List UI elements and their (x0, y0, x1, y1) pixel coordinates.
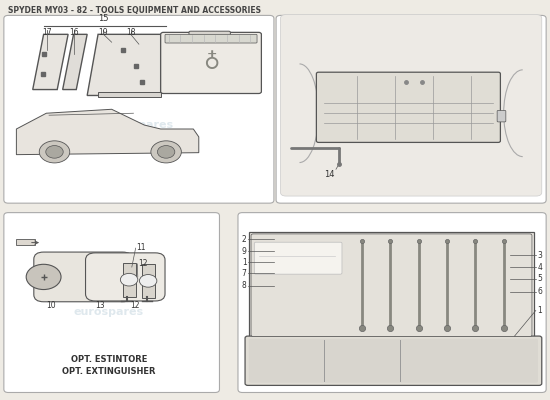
Polygon shape (123, 263, 136, 297)
Text: 9: 9 (242, 247, 247, 256)
Text: 5: 5 (537, 274, 542, 283)
Text: 15: 15 (98, 14, 109, 23)
Circle shape (157, 146, 175, 158)
Polygon shape (63, 34, 87, 90)
Circle shape (120, 273, 138, 286)
Text: 3: 3 (537, 251, 542, 260)
Text: 12: 12 (130, 301, 139, 310)
Polygon shape (32, 34, 68, 90)
Text: 1: 1 (242, 258, 247, 267)
Text: 10: 10 (46, 301, 56, 310)
FancyBboxPatch shape (86, 253, 165, 301)
FancyBboxPatch shape (165, 34, 257, 43)
Text: 19: 19 (98, 28, 108, 37)
Text: eurospares: eurospares (104, 120, 174, 130)
FancyBboxPatch shape (276, 15, 546, 203)
Circle shape (46, 146, 63, 158)
FancyBboxPatch shape (189, 31, 230, 38)
Text: 1: 1 (537, 306, 542, 315)
Text: 12: 12 (138, 259, 147, 268)
FancyBboxPatch shape (161, 32, 261, 94)
Circle shape (26, 264, 61, 290)
Text: 11: 11 (136, 243, 146, 252)
FancyBboxPatch shape (249, 339, 538, 383)
Text: 18: 18 (126, 28, 135, 37)
FancyBboxPatch shape (254, 242, 342, 274)
Text: ♁: ♁ (202, 53, 219, 73)
Text: 7: 7 (242, 269, 247, 278)
Polygon shape (141, 264, 155, 298)
Polygon shape (16, 109, 199, 155)
Text: OPT. ESTINTORE: OPT. ESTINTORE (71, 355, 147, 364)
Text: 13: 13 (95, 301, 104, 310)
Text: 8: 8 (242, 282, 247, 290)
Text: 17: 17 (42, 28, 52, 37)
FancyBboxPatch shape (316, 72, 500, 142)
Text: SPYDER MY03 - 82 - TOOLS EQUIPMENT AND ACCESSORIES: SPYDER MY03 - 82 - TOOLS EQUIPMENT AND A… (8, 6, 261, 14)
FancyBboxPatch shape (497, 110, 506, 122)
Circle shape (39, 141, 70, 163)
Text: eurospares: eurospares (376, 136, 446, 146)
Circle shape (151, 141, 182, 163)
Text: OPT. EXTINGUISHER: OPT. EXTINGUISHER (62, 367, 156, 376)
Text: eurospares: eurospares (357, 308, 427, 318)
Text: 4: 4 (537, 262, 542, 272)
Polygon shape (98, 92, 161, 98)
FancyBboxPatch shape (4, 213, 219, 392)
Text: 2: 2 (242, 235, 247, 244)
FancyBboxPatch shape (238, 213, 546, 392)
Circle shape (140, 274, 157, 287)
Polygon shape (249, 232, 534, 338)
FancyBboxPatch shape (280, 15, 542, 196)
Polygon shape (16, 240, 35, 245)
Text: 6: 6 (537, 287, 542, 296)
Text: eurospares: eurospares (74, 308, 144, 318)
Text: 16: 16 (69, 28, 78, 37)
FancyBboxPatch shape (245, 336, 542, 385)
FancyBboxPatch shape (4, 15, 274, 203)
FancyBboxPatch shape (34, 252, 133, 302)
Polygon shape (87, 34, 161, 96)
Text: 14: 14 (324, 170, 335, 180)
FancyBboxPatch shape (251, 234, 532, 336)
